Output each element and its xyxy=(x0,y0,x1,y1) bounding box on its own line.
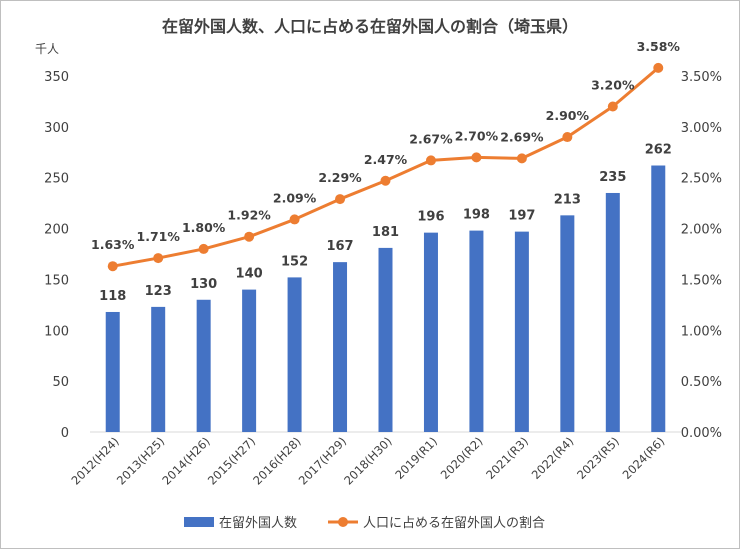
bar-data-label: 167 xyxy=(326,239,353,254)
bar xyxy=(287,277,302,432)
line-data-label: 1.80% xyxy=(182,220,226,235)
axes: 0 50 100 150 200 250 300 350 0.00% 0.50% 1.00% 1.50… xyxy=(44,70,722,441)
line-data-label: 3.20% xyxy=(591,78,635,93)
right-axis-tick-label: 0.50% xyxy=(681,375,722,390)
bar-data-label: 152 xyxy=(281,254,308,269)
left-axis-tick-label: 350 xyxy=(44,70,69,85)
line-data-label: 2.90% xyxy=(546,108,590,123)
bar xyxy=(605,192,620,432)
chart-title: 在留外国人数、人口に占める在留外国人の割合（埼玉県） xyxy=(162,17,578,36)
bar-data-label: 196 xyxy=(417,210,444,225)
x-axis-tick-label: 2015(H27) xyxy=(205,434,258,487)
x-axis-tick-label: 2016(H28) xyxy=(250,434,303,487)
bar xyxy=(333,262,348,432)
line-point xyxy=(198,243,209,254)
x-axis-tick-label: 2024(R6) xyxy=(620,434,668,482)
bar-data-label: 213 xyxy=(554,192,581,207)
x-axis-tick-label: 2013(H25) xyxy=(114,434,167,487)
bar-series xyxy=(105,165,666,432)
left-axis-tick-label: 300 xyxy=(44,121,69,136)
line-point xyxy=(244,231,255,242)
left-axis-tick-label: 150 xyxy=(44,273,69,288)
bar xyxy=(514,231,529,432)
line-data-label: 1.63% xyxy=(91,237,135,252)
bar-data-label: 181 xyxy=(372,225,399,240)
line-point xyxy=(153,253,164,264)
line-data-label: 1.92% xyxy=(227,208,271,223)
line-point xyxy=(471,152,482,163)
left-axis-tick-label: 100 xyxy=(44,324,69,339)
line-data-label: 2.09% xyxy=(273,190,317,205)
legend-bar-label: 在留外国人数 xyxy=(219,516,297,531)
bar-data-label: 130 xyxy=(190,277,217,292)
line-point xyxy=(289,214,300,225)
left-axis-tick-label: 250 xyxy=(44,172,69,187)
right-axis-tick-label: 0.00% xyxy=(681,426,722,441)
line-point xyxy=(607,101,618,112)
line-point xyxy=(425,155,436,166)
right-axis-tick-label: 1.00% xyxy=(681,324,722,339)
x-axis-tick-label: 2023(R5) xyxy=(574,434,622,482)
left-axis-tick-label: 0 xyxy=(61,426,69,441)
bar xyxy=(423,232,438,432)
bar-data-label: 140 xyxy=(236,267,263,282)
legend-line-label: 人口に占める在留外国人の割合 xyxy=(363,515,545,531)
bar-data-label: 235 xyxy=(599,170,626,185)
line-point xyxy=(380,175,391,186)
x-axis-ticks: 2012(H24)2013(H25)2014(H26)2015(H27)2016… xyxy=(68,434,667,487)
line-point xyxy=(653,62,664,73)
bar-data-label: 123 xyxy=(145,284,172,299)
line-data-label: 3.58% xyxy=(637,39,681,54)
bar-data-label: 197 xyxy=(508,209,535,224)
x-axis-tick-label: 2020(R2) xyxy=(438,434,486,482)
line-data-label: 2.70% xyxy=(455,128,499,143)
line-data-label: 2.69% xyxy=(500,129,544,144)
legend-line-marker xyxy=(338,517,348,527)
left-axis-tick-label: 50 xyxy=(52,375,69,390)
x-axis-tick-label: 2017(H29) xyxy=(296,434,349,487)
bar-data-label: 118 xyxy=(99,289,126,304)
line-point xyxy=(335,194,346,205)
bar xyxy=(196,299,211,432)
line-series xyxy=(107,62,664,272)
x-axis-tick-label: 2012(H24) xyxy=(68,434,121,487)
right-axis-tick-label: 3.50% xyxy=(681,70,722,85)
bar xyxy=(560,215,575,432)
left-axis-tick-label: 200 xyxy=(44,223,69,238)
x-axis-tick-label: 2021(R3) xyxy=(483,434,531,482)
right-axis-tick-label: 3.00% xyxy=(681,121,722,136)
line-data-label: 2.67% xyxy=(409,131,453,146)
line-point xyxy=(516,153,527,164)
bar xyxy=(469,230,484,432)
line-point xyxy=(107,261,118,272)
line-point xyxy=(562,132,573,143)
data-labels: 118 123 130 140 152 167 181 196 198 197 213 235 262 1… xyxy=(91,39,680,304)
x-axis-tick-label: 2014(H26) xyxy=(159,434,212,487)
bar xyxy=(378,247,393,432)
bar-data-label: 198 xyxy=(463,208,490,223)
bar xyxy=(651,165,666,432)
legend-bar-swatch xyxy=(184,517,214,527)
legend: 在留外国人数 人口に占める在留外国人の割合 xyxy=(184,515,545,531)
right-axis-tick-label: 1.50% xyxy=(681,273,722,288)
x-axis-tick-label: 2022(R4) xyxy=(529,434,577,482)
line-data-label: 1.71% xyxy=(137,229,181,244)
right-axis-tick-label: 2.50% xyxy=(681,172,722,187)
bar xyxy=(242,289,257,432)
right-axis-tick-label: 2.00% xyxy=(681,223,722,238)
x-axis-tick-label: 2018(H30) xyxy=(341,434,394,487)
x-axis-tick-label: 2019(R1) xyxy=(392,434,440,482)
bar xyxy=(151,306,166,432)
bar xyxy=(105,311,120,432)
line-data-label: 2.47% xyxy=(364,152,408,167)
left-axis-unit: 千人 xyxy=(35,42,59,56)
line-data-label: 2.29% xyxy=(318,170,362,185)
bar-data-label: 262 xyxy=(645,143,672,158)
